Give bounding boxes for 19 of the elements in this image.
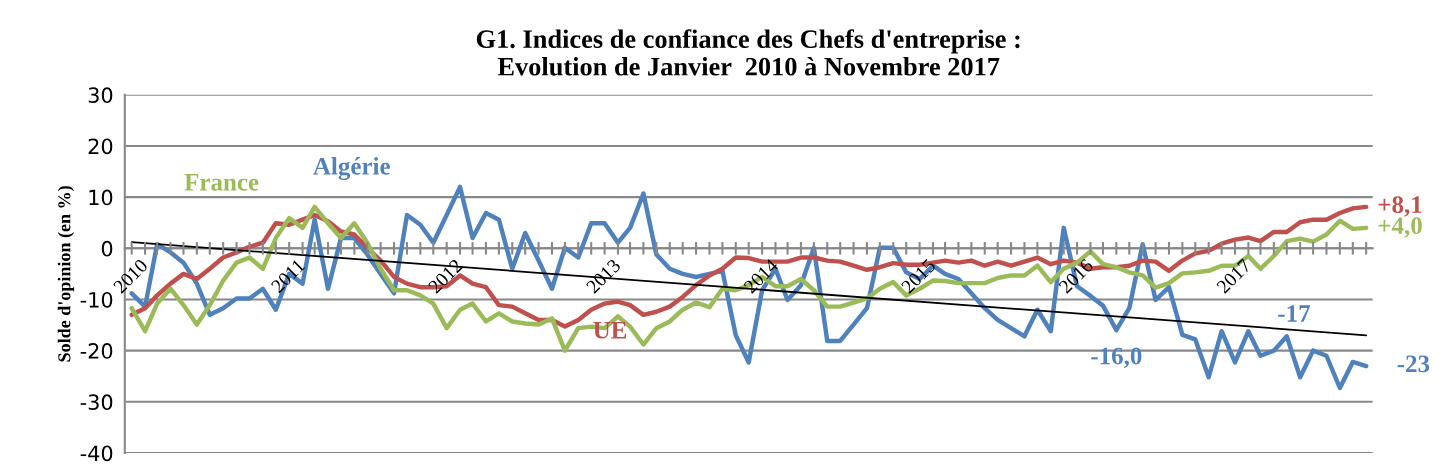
annotation: +4,0 bbox=[1378, 217, 1422, 238]
y-tick-label: -20 bbox=[80, 343, 113, 359]
annotation: +8,1 bbox=[1378, 196, 1422, 217]
y-tick-label: 30 bbox=[88, 87, 113, 104]
y-tick-label: -30 bbox=[80, 394, 113, 411]
annotation: -23 bbox=[1397, 355, 1430, 373]
y-axis-title: Solde d'opinion (en %) bbox=[57, 186, 75, 362]
y-tick-label: 20 bbox=[88, 138, 113, 155]
annotation: -16,0 bbox=[1091, 347, 1142, 369]
series-label: UE bbox=[593, 322, 627, 339]
x-tick-label: 2011 bbox=[270, 258, 306, 294]
y-tick-label: -10 bbox=[80, 291, 113, 308]
y-tick-label: 0 bbox=[101, 240, 113, 257]
annotation: -17 bbox=[1278, 305, 1311, 322]
y-tick-label: 10 bbox=[89, 189, 113, 206]
chart-title: G1. Indices de confiance des Chefs d'entreprise : Evolution de Janvier 2010 à Novembre 2017 bbox=[476, 29, 1020, 76]
series-label: France bbox=[184, 174, 259, 191]
series-label: Algérie bbox=[313, 157, 390, 180]
y-tick-label: -40 bbox=[80, 445, 113, 462]
